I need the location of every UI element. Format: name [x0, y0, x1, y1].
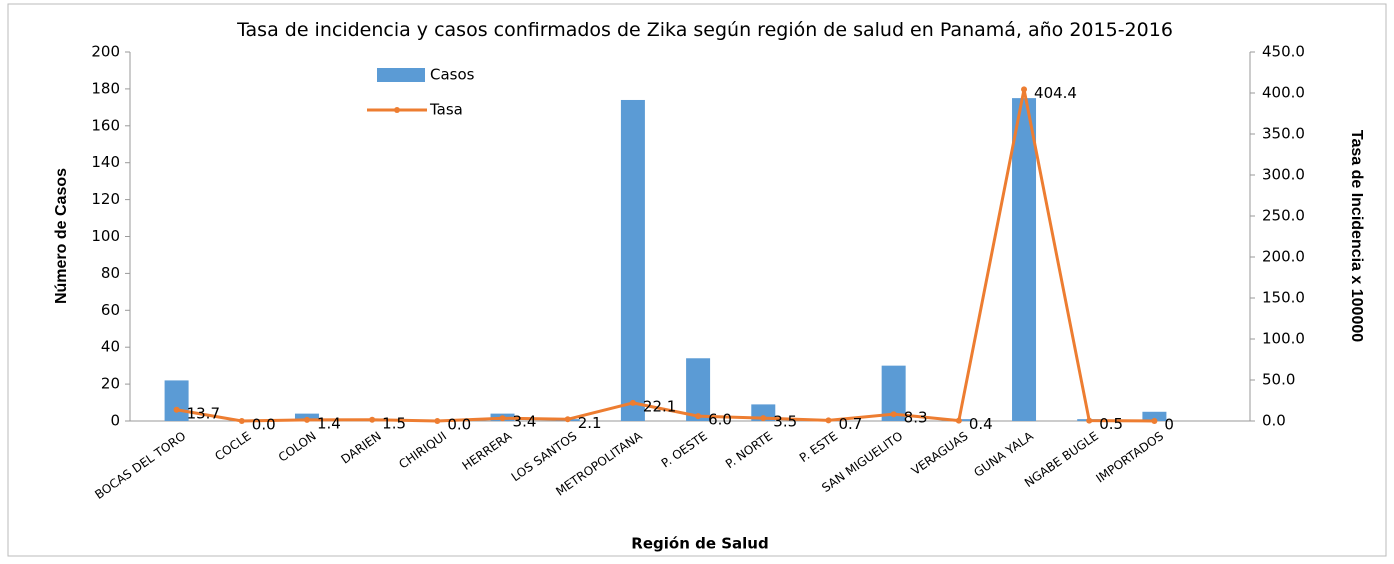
legend-swatch [394, 107, 400, 113]
data-label: 8.3 [904, 409, 928, 427]
x-tick-label: P. OESTE [659, 429, 710, 471]
x-tick-label: COLON [276, 429, 319, 465]
y2-tick-label: 300.0 [1262, 166, 1305, 184]
data-label: 6.0 [708, 411, 732, 429]
line-marker [303, 416, 310, 423]
line-marker [564, 416, 571, 423]
data-label: 0 [1164, 416, 1174, 434]
y-tick-label: 100 [91, 227, 120, 245]
line-marker [629, 399, 636, 406]
y-tick-label: 20 [101, 375, 120, 393]
data-label: 3.5 [773, 413, 797, 431]
data-label: 0.4 [969, 415, 993, 433]
x-axis-title: Región de Salud [631, 535, 768, 553]
y-tick-label: 160 [91, 116, 120, 134]
x-tick-label: DARIEN [338, 429, 383, 467]
y2-tick-label: 200.0 [1262, 248, 1305, 266]
y-tick-label: 0 [110, 412, 120, 430]
data-label: 1.5 [382, 414, 406, 432]
bar [1012, 98, 1037, 421]
x-tick-label: COCLE [212, 429, 253, 464]
line [176, 89, 1155, 423]
data-label: 404.4 [1034, 84, 1077, 102]
bar [164, 380, 189, 421]
x-tick-label: BOCAS DEL TORO [92, 429, 188, 502]
line-marker [695, 413, 702, 420]
chart-border [7, 3, 1387, 557]
x-tick-label: P. ESTE [797, 429, 840, 465]
x-tick-label: HERRERA [460, 428, 515, 473]
line-marker [1151, 418, 1158, 424]
y2-tick-label: 350.0 [1262, 125, 1305, 143]
y-tick-label: 200 [91, 43, 120, 61]
y2-tick-label: 400.0 [1262, 84, 1305, 102]
y2-tick-label: 250.0 [1262, 207, 1305, 225]
y2-tick-label: 0.0 [1262, 412, 1286, 430]
bar [1142, 411, 1167, 421]
line-marker [1086, 417, 1093, 424]
y-axis-title: Número de Casos [53, 168, 70, 304]
y2-tick-label: 450.0 [1262, 43, 1305, 61]
line-marker [955, 417, 962, 424]
y2-tick-label: 150.0 [1262, 289, 1305, 307]
x-tick-label: IMPORTADOS [1093, 429, 1166, 486]
x-tick-label: VERAGUAS [909, 429, 971, 478]
line-marker [434, 418, 441, 424]
line-marker [760, 415, 767, 422]
line-marker [1021, 86, 1028, 93]
line-marker [369, 416, 376, 423]
legend-label: Tasa [429, 101, 463, 119]
y-tick-label: 60 [101, 301, 120, 319]
data-label: 2.1 [578, 414, 602, 432]
y2-tick-label: 100.0 [1262, 330, 1305, 348]
data-label: 0.7 [838, 415, 862, 433]
data-label: 0.0 [447, 416, 471, 434]
bar [686, 358, 711, 421]
line-marker [173, 406, 180, 413]
legend-swatch [377, 68, 425, 82]
y-tick-label: 40 [101, 338, 120, 356]
data-label: 13.7 [187, 404, 220, 422]
y2-axis-title: Tasa de Incidencia x 100000 [1348, 130, 1365, 342]
line-marker [825, 417, 832, 424]
data-label: 22.1 [643, 397, 676, 415]
data-label: 3.4 [513, 413, 537, 431]
legend-label: Casos [430, 66, 475, 84]
line-marker [238, 418, 245, 424]
line-marker [499, 415, 506, 422]
y-tick-label: 80 [101, 264, 120, 282]
y2-tick-label: 50.0 [1262, 371, 1295, 389]
data-label: 1.4 [317, 414, 341, 432]
line-marker [890, 411, 897, 418]
x-tick-label: P. NORTE [723, 429, 775, 471]
chart-title: Tasa de incidencia y casos confirmados d… [237, 19, 1173, 41]
y-tick-label: 140 [91, 153, 120, 171]
x-tick-label: CHIRIQUI [396, 429, 449, 472]
y-tick-label: 120 [91, 190, 120, 208]
bar [620, 99, 645, 421]
x-tick-label: GUNA YALA [971, 428, 1036, 479]
data-label: 0.5 [1099, 415, 1123, 433]
y-tick-label: 180 [91, 79, 120, 97]
data-label: 0.0 [252, 416, 276, 434]
